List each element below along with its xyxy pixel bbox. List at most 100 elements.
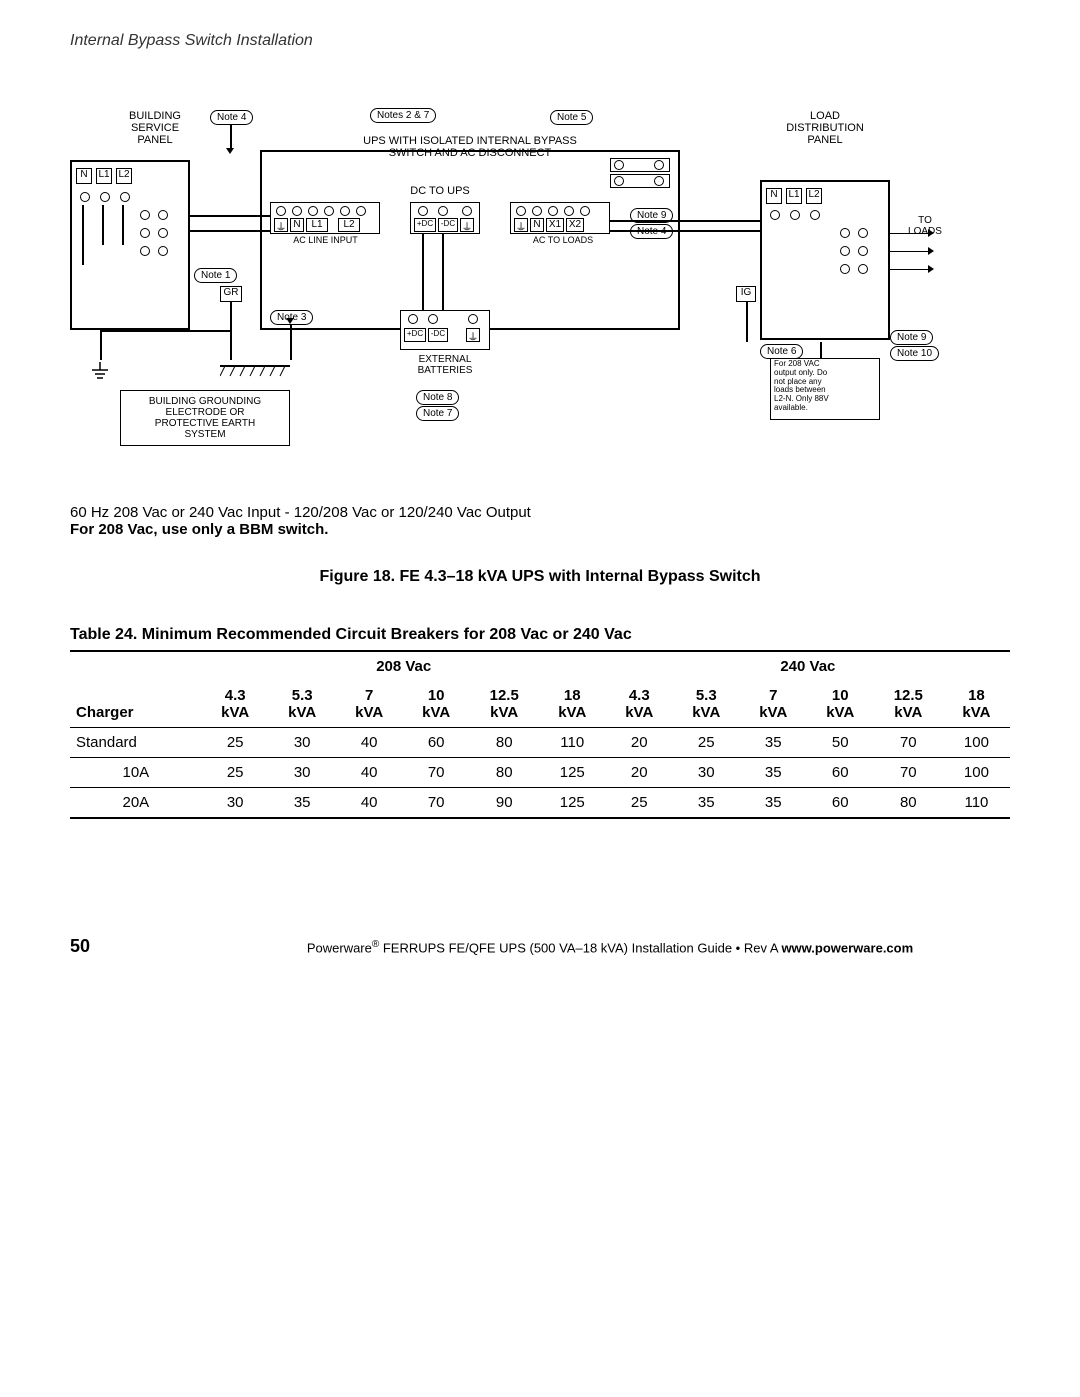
table-cell: 70 (403, 788, 470, 819)
table-cell: 90 (470, 788, 539, 819)
group-208vac: 208 Vac (202, 651, 606, 681)
terminal-minus-dc: -DC (438, 218, 458, 232)
table-cell: 60 (807, 758, 874, 788)
label-external-batteries: EXTERNALBATTERIES (400, 354, 490, 376)
footer-text: Powerware® FERRUPS FE/QFE UPS (500 VA–18… (210, 939, 1010, 955)
footer-url: www.powerware.com (781, 940, 913, 955)
table-cell: 100 (943, 758, 1010, 788)
terminal-minus-dc-2: -DC (428, 328, 448, 342)
terminal-n: N (76, 168, 92, 184)
terminal-l1-2: L1 (306, 218, 328, 232)
col-header: 18kVA (943, 681, 1010, 728)
label-grounding: BUILDING GROUNDINGELECTRODE ORPROTECTIVE… (124, 396, 286, 440)
terminal-n2: N (290, 218, 304, 232)
table-cell: 25 (606, 788, 673, 819)
table-cell: 40 (336, 728, 403, 758)
footer-mid: FERRUPS FE/QFE UPS (500 VA–18 kVA) Insta… (379, 940, 781, 955)
ground-rod-icon (90, 360, 150, 390)
terminal-l2-2: L2 (338, 218, 360, 232)
table-cell: 100 (943, 728, 1010, 758)
group-240vac: 240 Vac (606, 651, 1010, 681)
table-cell: 110 (539, 728, 606, 758)
col-header: 12.5kVA (470, 681, 539, 728)
table-cell: 30 (202, 788, 269, 819)
table-cell: 50 (807, 728, 874, 758)
terminal-ig: IG (736, 286, 756, 302)
label-ups-title: UPS WITH ISOLATED INTERNAL BYPASSSWITCH … (300, 135, 640, 159)
terminal-plus-dc: +DC (414, 218, 436, 232)
table-cell: 110 (943, 788, 1010, 819)
page-number: 50 (70, 936, 90, 957)
note-2-7: Notes 2 & 7 (370, 108, 436, 123)
terminal-l2: L2 (116, 168, 132, 184)
table-cell: 70 (874, 728, 943, 758)
col-header: 4.3kVA (606, 681, 673, 728)
note-10: Note 10 (890, 346, 939, 361)
table-cell: 60 (807, 788, 874, 819)
table-cell: 35 (673, 788, 740, 819)
note-8: Note 8 (416, 390, 459, 405)
table-cell: 40 (336, 758, 403, 788)
page-footer: 50 Powerware® FERRUPS FE/QFE UPS (500 VA… (70, 936, 1010, 957)
note-4: Note 4 (210, 110, 253, 125)
col-charger: Charger (70, 651, 202, 728)
table-cell: 125 (539, 758, 606, 788)
note-5: Note 5 (550, 110, 593, 125)
terminal-l2-3: L2 (806, 188, 822, 204)
label-building-service: BUILDINGSERVICEPANEL (110, 110, 200, 146)
wiring-diagram: BUILDINGSERVICEPANEL N L1 L2 UPS WITH IS… (70, 110, 1010, 480)
table-cell: 80 (470, 728, 539, 758)
row-label: 20A (70, 788, 202, 819)
terminal-n3: N (530, 218, 544, 232)
caption-line1: 60 Hz 208 Vac or 240 Vac Input - 120/208… (70, 504, 1010, 521)
label-dc-to-ups: DC TO UPS (400, 185, 480, 197)
table-cell: 20 (606, 758, 673, 788)
table-cell: 35 (740, 758, 807, 788)
label-ac-line-input: AC LINE INPUT (278, 236, 373, 246)
table-title: Table 24. Minimum Recommended Circuit Br… (70, 626, 1010, 644)
table-cell: 25 (673, 728, 740, 758)
terminal-plus-dc-2: +DC (404, 328, 426, 342)
label-warning-208: For 208 VACoutput only. Donot place anyl… (774, 360, 876, 413)
label-load-dist: LOADDISTRIBUTIONPANEL (760, 110, 890, 146)
col-header: 4.3kVA (202, 681, 269, 728)
terminal-x2: X2 (566, 218, 584, 232)
table-cell: 125 (539, 788, 606, 819)
terminal-gnd-2: ⏚ (460, 218, 474, 232)
terminal-gnd: ⏚ (274, 218, 288, 232)
figure-title: Figure 18. FE 4.3–18 kVA UPS with Intern… (70, 568, 1010, 586)
table-cell: 35 (740, 788, 807, 819)
table-cell: 25 (202, 758, 269, 788)
col-header: 5.3kVA (673, 681, 740, 728)
table-cell: 20 (606, 728, 673, 758)
table-cell: 80 (470, 758, 539, 788)
table-cell: 30 (269, 728, 336, 758)
table-cell: 40 (336, 788, 403, 819)
terminal-n4: N (766, 188, 782, 204)
page-header: Internal Bypass Switch Installation (70, 32, 1010, 50)
col-header: 18kVA (539, 681, 606, 728)
col-header: 10kVA (807, 681, 874, 728)
table-cell: 35 (269, 788, 336, 819)
note-1: Note 1 (194, 268, 237, 283)
terminal-gnd-3: ⏚ (514, 218, 528, 232)
table-cell: 35 (740, 728, 807, 758)
table-cell: 60 (403, 728, 470, 758)
terminal-gnd-4: ⏚ (466, 328, 480, 342)
footer-brand: Powerware (307, 940, 372, 955)
note-7: Note 7 (416, 406, 459, 421)
col-header: 12.5kVA (874, 681, 943, 728)
table-cell: 80 (874, 788, 943, 819)
table-cell: 25 (202, 728, 269, 758)
col-header: 7kVA (740, 681, 807, 728)
table-cell: 70 (874, 758, 943, 788)
row-label: Standard (70, 728, 202, 758)
table-cell: 30 (269, 758, 336, 788)
col-header: 10kVA (403, 681, 470, 728)
note-9b: Note 9 (890, 330, 933, 345)
ground-bar-icon (220, 360, 300, 390)
label-ac-to-loads: AC TO LOADS (518, 236, 608, 246)
table-cell: 70 (403, 758, 470, 788)
terminal-x1: X1 (546, 218, 564, 232)
table-cell: 30 (673, 758, 740, 788)
